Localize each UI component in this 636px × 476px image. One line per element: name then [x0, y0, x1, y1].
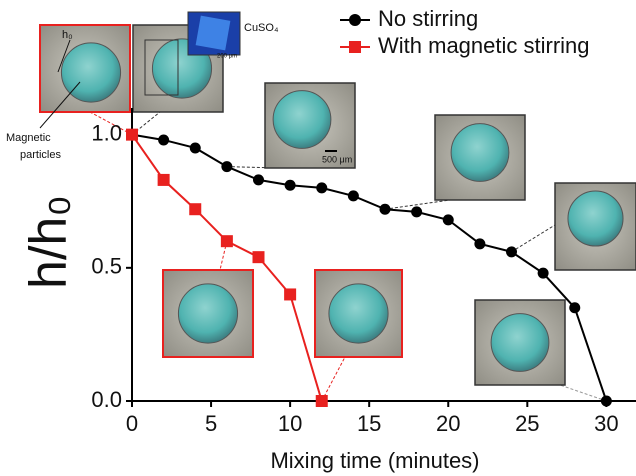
inset-droplet	[329, 284, 388, 343]
marker	[569, 302, 580, 313]
marker	[221, 161, 232, 172]
legend-marker	[349, 41, 361, 53]
marker	[411, 206, 422, 217]
annotation: h₀	[62, 29, 73, 41]
x-tick-label: 5	[205, 411, 217, 436]
marker	[601, 396, 612, 407]
inset-droplet	[178, 284, 237, 343]
marker	[221, 235, 233, 247]
marker	[189, 203, 201, 215]
marker	[348, 190, 359, 201]
marker	[316, 182, 327, 193]
marker	[380, 204, 391, 215]
inset-droplet	[491, 314, 549, 372]
marker	[538, 268, 549, 279]
x-axis-label: Mixing time (minutes)	[270, 448, 479, 473]
x-tick-label: 25	[515, 411, 539, 436]
legend-label: With magnetic stirring	[378, 33, 590, 58]
annotation-line: Magnetic	[6, 132, 51, 144]
legend-marker	[349, 14, 361, 26]
annotation: Magnetic particles	[6, 132, 61, 161]
annotation: CuSO₄	[244, 22, 279, 34]
x-tick-label: 15	[357, 411, 381, 436]
inset-connector	[560, 385, 606, 401]
marker	[158, 174, 170, 186]
marker	[285, 180, 296, 191]
inset-connector	[322, 357, 345, 401]
marker	[474, 238, 485, 249]
x-tick-label: 10	[278, 411, 302, 436]
annotation-line: particles	[20, 149, 61, 161]
annotation: 500 μm	[322, 154, 352, 164]
y-tick-label: 0.0	[91, 387, 122, 412]
y-axis-label: h/h₀	[20, 195, 78, 289]
marker	[126, 129, 138, 141]
marker	[506, 246, 517, 257]
marker	[284, 288, 296, 300]
legend-label: No stirring	[378, 6, 478, 31]
marker	[253, 251, 265, 263]
x-tick-label: 0	[126, 411, 138, 436]
inset-droplet	[568, 191, 623, 246]
marker	[158, 134, 169, 145]
chart: Mixing time (minutes) h/h₀ h₀ CuSO₄ 200 μm…	[0, 0, 636, 476]
marker	[316, 395, 328, 407]
inset-droplet	[273, 91, 331, 149]
x-tick-label: 30	[594, 411, 618, 436]
marker	[443, 214, 454, 225]
y-tick-label: 1.0	[91, 120, 122, 145]
marker	[253, 174, 264, 185]
inset-droplet	[451, 124, 509, 182]
marker	[190, 142, 201, 153]
crystal-glow	[196, 16, 231, 51]
inset-connector	[512, 225, 556, 252]
x-tick-label: 20	[436, 411, 460, 436]
annotation: 200 μm	[217, 54, 237, 60]
y-tick-label: 0.5	[91, 254, 122, 279]
